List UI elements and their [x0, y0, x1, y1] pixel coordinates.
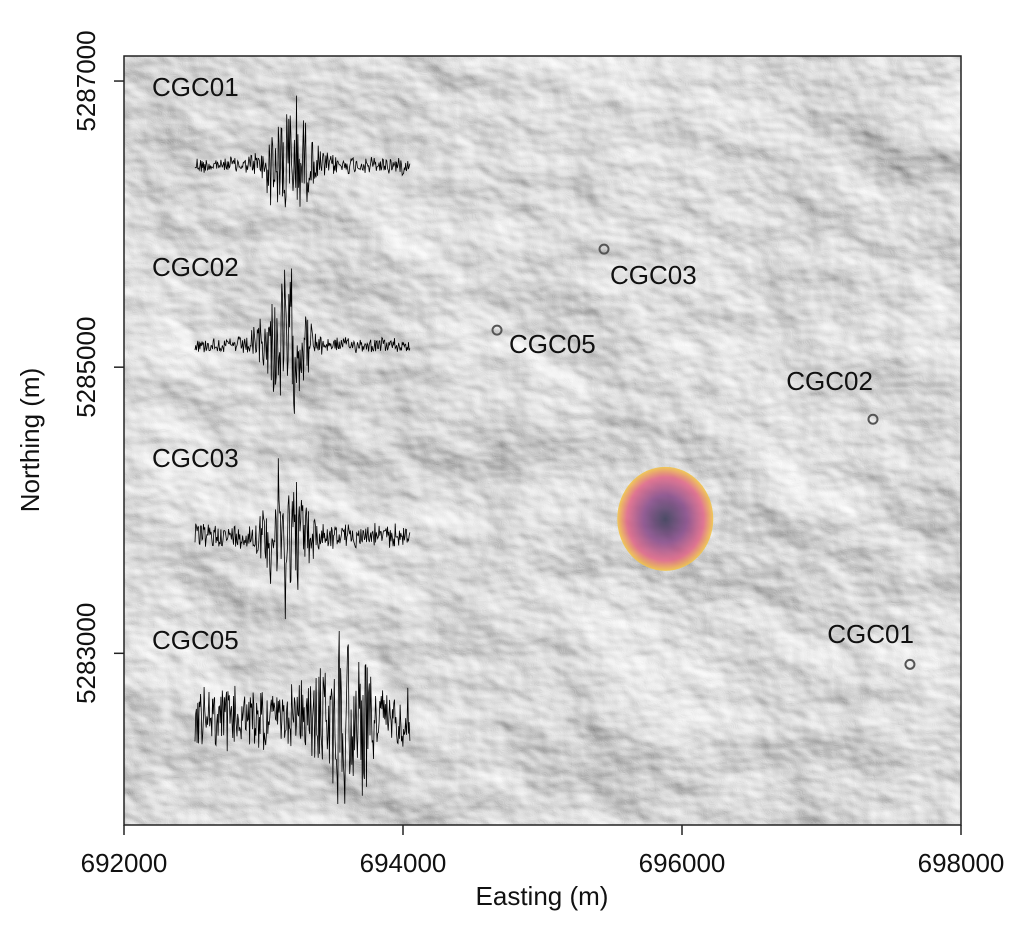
y-tick-label: 5287000: [71, 30, 101, 131]
station: [867, 413, 879, 425]
station-label: CGC05: [509, 329, 596, 359]
seismogram: [194, 95, 411, 208]
trace-label: CGC01: [152, 72, 239, 102]
plot-frame: [123, 55, 962, 826]
trace-label: CGC03: [152, 443, 239, 473]
x-tick-label: 696000: [639, 848, 726, 878]
station-label: CGC02: [786, 366, 873, 396]
seismogram: [194, 268, 411, 414]
trace-label: CGC02: [152, 252, 239, 282]
y-tick-label: 5283000: [71, 603, 101, 704]
station-label: CGC03: [610, 260, 697, 290]
terrain: [124, 56, 961, 825]
x-tick-label: 698000: [918, 848, 1005, 878]
station-label: CGC01: [827, 619, 914, 649]
trace-label: CGC05: [152, 625, 239, 655]
y-tick-label: 5285000: [71, 317, 101, 418]
seismogram: [194, 458, 411, 620]
station: [491, 324, 503, 336]
source-location: [617, 466, 714, 571]
x-tick-label: 692000: [81, 848, 168, 878]
y-axis-label: Northing (m): [15, 368, 45, 512]
station: [904, 658, 916, 670]
seismogram: [194, 630, 411, 805]
station: [598, 243, 610, 255]
x-tick-label: 694000: [360, 848, 447, 878]
x-axis-label: Easting (m): [476, 881, 609, 911]
plot-area: CGC03 CGC05 CGC02 CGC01 CGC01 CGC02 CGC03 CGC05: [152, 72, 916, 805]
